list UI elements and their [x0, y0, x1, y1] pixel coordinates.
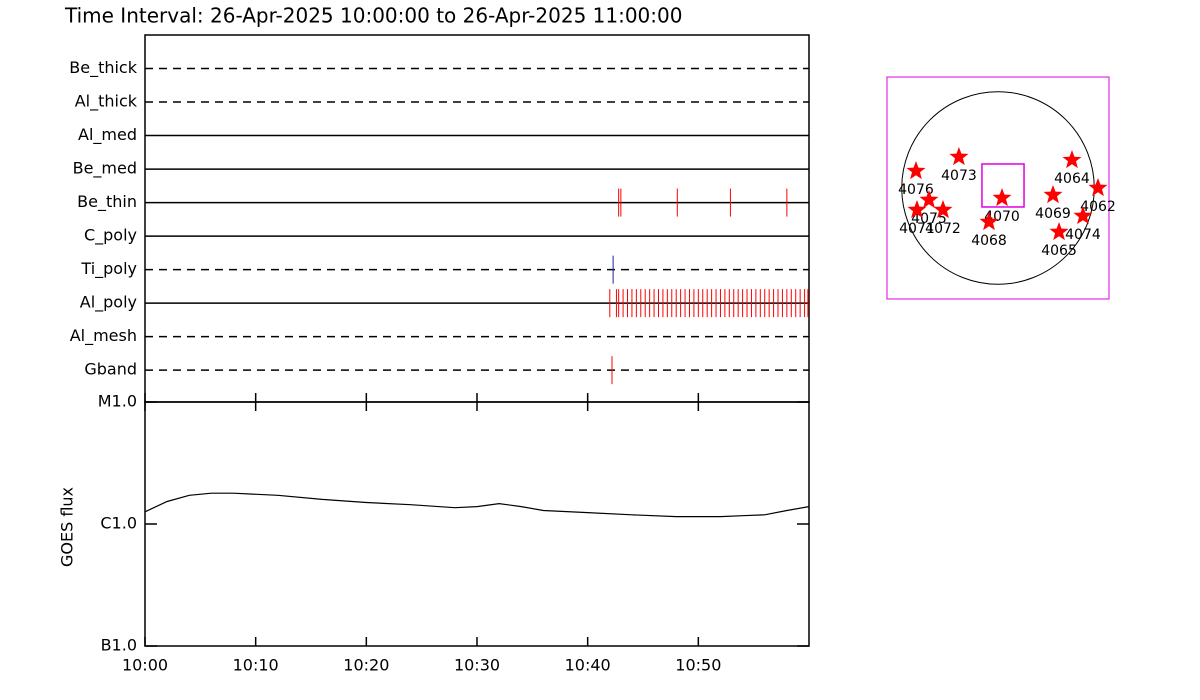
- region-label: 4065: [1041, 243, 1077, 259]
- region-star: [1062, 150, 1082, 169]
- map-frame: [886, 76, 1110, 300]
- chart-title: Time Interval: 26-Apr-2025 10:00:00 to 2…: [64, 4, 682, 28]
- x-tick-label: 10:30: [454, 656, 500, 675]
- y-tick-label: M1.0: [98, 392, 137, 411]
- row-label: Al_thick: [75, 92, 138, 112]
- region-star: [979, 212, 999, 231]
- row-label: Be_thick: [69, 58, 137, 78]
- x-tick-label: 10:10: [233, 656, 279, 675]
- region-star: [1049, 222, 1069, 241]
- row-label: Be_med: [73, 159, 137, 179]
- row-label: Be_thin: [77, 192, 137, 212]
- row-label: Al_mesh: [70, 326, 137, 346]
- region-star: [906, 161, 926, 180]
- region-star: [933, 200, 953, 219]
- region-label: 4069: [1035, 206, 1071, 222]
- row-label: Gband: [84, 360, 137, 379]
- goes-curve: [144, 492, 810, 518]
- x-tick-label: 10:50: [675, 656, 721, 675]
- x-tick-label: 10:20: [343, 656, 389, 675]
- row-label: C_poly: [84, 226, 137, 246]
- region-star: [992, 188, 1012, 207]
- region-label: 4073: [941, 168, 977, 184]
- region-label: 4076: [898, 182, 934, 198]
- region-label: 4062: [1080, 199, 1116, 215]
- region-star: [949, 147, 969, 166]
- x-tick-label: 10:00: [122, 656, 168, 675]
- region-label: 4068: [971, 233, 1007, 249]
- region-star: [1043, 185, 1063, 204]
- row-label: Ti_poly: [80, 259, 137, 279]
- row-label: Al_med: [78, 125, 137, 145]
- region-label: 4071: [899, 221, 935, 237]
- x-tick-label: 10:40: [565, 656, 611, 675]
- field-of-view: [981, 163, 1025, 208]
- y-axis-label: GOES flux: [58, 487, 77, 567]
- region-star: [1073, 206, 1093, 224]
- region-star: [1088, 178, 1108, 197]
- region-star: [919, 190, 939, 209]
- region-label: 4064: [1054, 171, 1090, 187]
- row-label: Al_poly: [80, 293, 137, 313]
- y-tick-label: C1.0: [100, 514, 137, 533]
- region-label: 4074: [1065, 227, 1101, 243]
- region-label: 4072: [925, 221, 961, 237]
- y-tick-label: B1.0: [101, 636, 137, 655]
- region-star: [907, 200, 927, 219]
